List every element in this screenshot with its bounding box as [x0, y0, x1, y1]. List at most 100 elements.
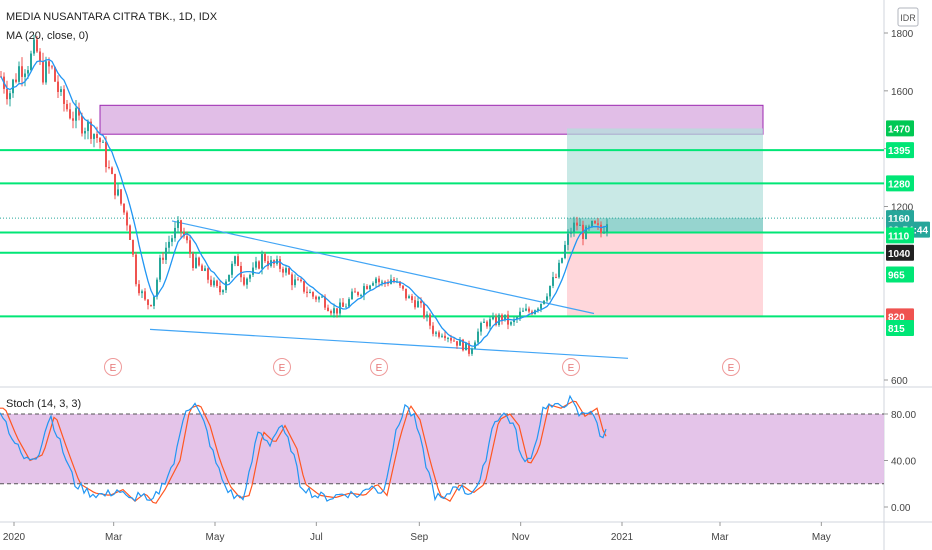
earnings-marker-3[interactable] — [370, 358, 388, 376]
candle-body — [243, 277, 245, 285]
candle-body — [126, 212, 128, 226]
candle-body — [444, 335, 446, 339]
tag-1110-label: 1110 — [888, 231, 910, 242]
candle-body — [348, 299, 350, 307]
candle-body — [450, 337, 452, 341]
candle-body — [168, 241, 170, 248]
time-tick-label: May — [206, 532, 225, 543]
tag-1160-label: 1160 — [888, 214, 910, 225]
candle-body — [159, 257, 161, 280]
stoch-band — [0, 414, 884, 484]
time-tick-label: 2020 — [3, 532, 26, 543]
candle-body — [246, 278, 248, 285]
candle-body — [438, 332, 440, 337]
candle-body — [369, 285, 371, 290]
candle-body — [282, 268, 284, 273]
candle-body — [306, 291, 308, 293]
candle-body — [504, 314, 506, 321]
candle-body — [384, 281, 386, 283]
candle-body — [480, 322, 482, 332]
stoch-indicator-label: Stoch (14, 3, 3) — [6, 398, 81, 410]
candle-body — [135, 254, 137, 285]
tag-1280-label: 1280 — [888, 179, 911, 190]
currency-button[interactable] — [897, 7, 919, 27]
candle-body — [99, 138, 101, 143]
candle-body — [435, 332, 437, 334]
candle-body — [597, 223, 599, 225]
candle-body — [312, 292, 314, 297]
tag-1110[interactable] — [886, 227, 914, 244]
candle-body — [123, 203, 125, 213]
candle-body — [486, 321, 488, 327]
candle-body — [111, 167, 113, 174]
candle-body — [492, 316, 494, 320]
candle-body — [456, 341, 458, 346]
candle-body — [537, 308, 539, 311]
target-zone[interactable] — [567, 128, 763, 233]
candle-body — [561, 258, 563, 263]
earnings-marker-4[interactable] — [562, 358, 580, 376]
candle-body — [36, 39, 38, 52]
candle-body — [48, 61, 50, 67]
candle-body — [576, 222, 578, 226]
candle-body — [324, 296, 326, 308]
candle-body — [24, 73, 26, 77]
candle-body — [453, 340, 455, 342]
candle-body — [66, 103, 68, 110]
candle-body — [579, 224, 581, 226]
stoch-tick-label: 40.00 — [891, 457, 916, 468]
tag-815[interactable] — [886, 319, 914, 336]
candle-body — [120, 189, 122, 204]
candle-body — [174, 227, 176, 239]
tag-1040-label: 1040 — [888, 249, 911, 260]
lower-trendline[interactable] — [149, 328, 629, 359]
candle-body — [402, 285, 404, 289]
candle-body — [399, 281, 401, 286]
tag-1395[interactable] — [886, 142, 914, 159]
time-tick-label: Nov — [512, 532, 530, 543]
candle-body — [318, 296, 320, 300]
candle-body — [42, 61, 44, 83]
candle-body — [585, 226, 587, 240]
earnings-marker-2[interactable] — [273, 358, 291, 376]
profit-fill — [567, 218, 763, 233]
tag-1280[interactable] — [886, 175, 914, 192]
earnings-marker-1[interactable] — [104, 358, 122, 376]
candle-body — [204, 268, 206, 271]
candle-body — [189, 240, 191, 254]
tag-1040[interactable] — [886, 244, 914, 261]
candle-body — [222, 290, 224, 293]
time-tick-label: Sep — [410, 532, 428, 543]
candle-body — [522, 310, 524, 312]
candle-body — [594, 221, 596, 224]
earnings-marker-label: E — [279, 363, 286, 374]
candle-body — [228, 274, 230, 282]
candle-body — [528, 308, 530, 312]
candle-body — [525, 308, 527, 311]
stoch-k-line[interactable] — [0, 394, 607, 503]
candle-body — [90, 121, 92, 139]
candle-body — [84, 131, 86, 134]
candle-body — [408, 296, 410, 299]
candle-body — [18, 66, 20, 82]
candle-body — [186, 236, 188, 241]
candle-body — [462, 339, 464, 351]
candle-body — [387, 282, 389, 284]
candle-body — [105, 141, 107, 168]
candle-body — [39, 51, 41, 62]
candle-body — [606, 224, 608, 232]
candle-body — [132, 239, 134, 255]
descending-trendline[interactable] — [171, 220, 595, 315]
tag-965[interactable] — [886, 266, 914, 283]
candle-body — [279, 259, 281, 269]
candle-body — [495, 316, 497, 325]
stop-zone[interactable] — [567, 232, 763, 317]
candle-body — [252, 267, 254, 275]
earnings-marker-5[interactable] — [722, 358, 740, 376]
candle-body — [441, 335, 443, 337]
symbol-title: MEDIA NUSANTARA CITRA TBK., 1D, IDX — [6, 11, 218, 23]
tag-1470[interactable] — [886, 120, 914, 137]
ma-20-line[interactable] — [0, 58, 608, 347]
candle-body — [501, 314, 503, 321]
